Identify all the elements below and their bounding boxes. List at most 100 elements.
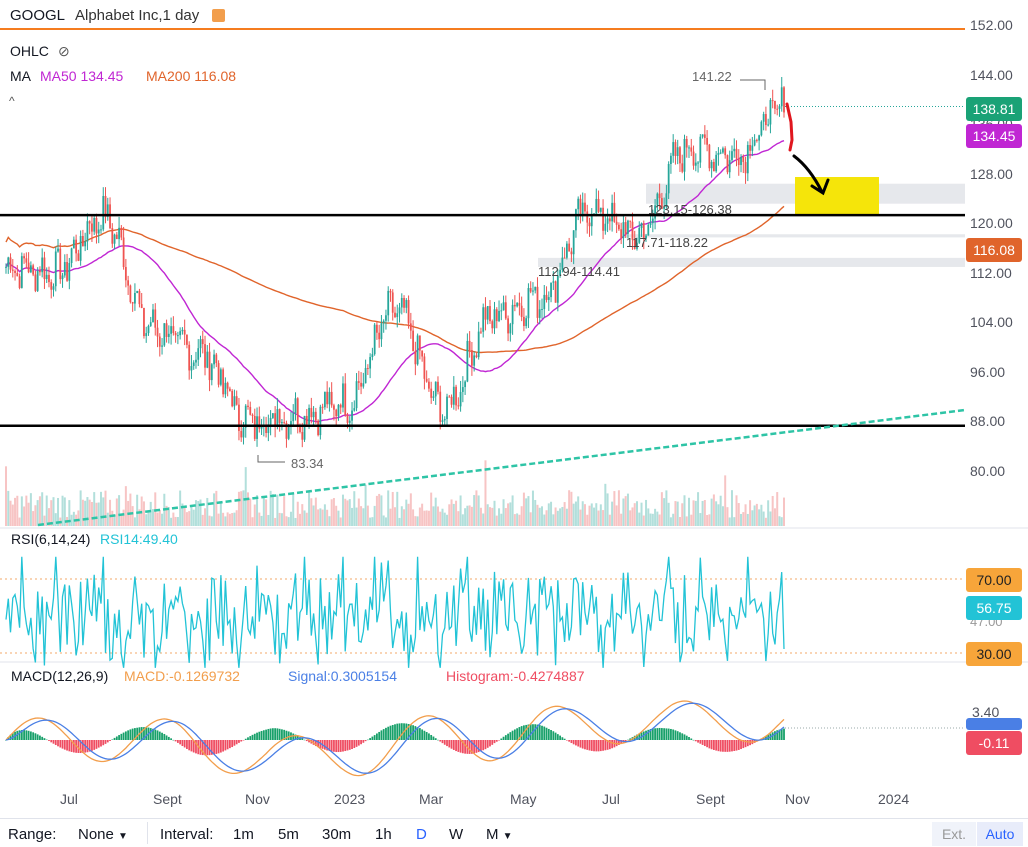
volume-bar [47,508,50,526]
volume-bar [111,510,114,526]
interval-m-label: M [486,826,499,843]
volume-bar [36,500,39,526]
volume-bar [174,516,177,526]
candle-body [744,162,747,174]
macd-histogram-bar [683,734,686,740]
volume-bar [647,508,650,526]
rsi-value: RSI14:49.40 [100,531,178,547]
candle-body [192,362,195,366]
macd-histogram-bar [314,740,317,747]
candle-body [683,138,686,172]
macd-histogram-bar [120,733,123,740]
macd-histogram-bar [122,732,125,740]
volume-bar [762,511,765,526]
candle-body [113,234,116,244]
interval-1h[interactable]: 1h [375,826,392,843]
ext-button[interactable]: Ext. [932,822,976,846]
interval-d[interactable]: D [416,826,427,843]
candle-body [348,420,351,423]
macd-histogram-bar [188,740,191,751]
volume-bar [531,490,534,526]
volume-bar [181,503,184,526]
interval-m[interactable]: M ▼ [486,826,513,843]
volume-bar [703,500,706,526]
macd-histogram-bar [333,740,335,752]
macd-histogram-bar [179,740,182,745]
interval-w[interactable]: W [449,826,464,843]
macd-histogram-bar [238,740,240,743]
macd-histogram-bar [778,729,781,740]
candle-body [473,355,476,366]
candle-body [577,198,580,210]
macd-histogram-bar [405,723,408,740]
zone2-label: 117.71-118.22 [626,235,708,250]
macd-histogram-bar [722,740,724,752]
volume-bar [136,494,139,526]
time-tick: 2024 [878,791,910,807]
volume-bar [43,515,46,526]
interval-1m[interactable]: 1m [233,826,254,843]
volume-bar [233,512,236,526]
macd-histogram-bar [715,740,718,751]
candle-body [527,288,530,319]
interval-5m[interactable]: 5m [278,826,299,843]
macd-histogram-bar [364,740,367,742]
macd-histogram-bar [441,740,444,744]
macd-histogram-bar [699,740,702,744]
macd-histogram-bar [145,727,148,740]
candle-body [127,280,130,286]
volume-bar [57,497,60,526]
candle-body [265,424,267,434]
volume-bar [167,507,170,526]
macd-histogram-bar [104,740,107,744]
interval-30m[interactable]: 30m [322,826,352,843]
volume-bar [185,512,188,526]
volume-bar [115,498,118,526]
macd-histogram-bar [222,740,225,752]
macd-histogram-bar [93,740,96,750]
volume-bar [145,514,148,526]
macd-histogram-bar [430,734,433,740]
volume-bar [674,501,677,526]
macd-histogram-bar [258,731,261,740]
volume-bar [210,516,213,526]
macd-histogram-bar [577,740,580,747]
macd-histogram-bar [409,724,412,740]
volume-bar [780,517,783,526]
volume-bar [461,514,464,526]
candle-body [459,391,462,407]
macd-histogram-bar [416,727,419,740]
macd-histogram-bar [629,738,632,740]
macd-histogram-bar [174,740,177,742]
candle-body [491,321,494,329]
macd-histogram-bar [86,740,89,753]
volume-bar [568,490,571,526]
candle-body [660,198,663,209]
volume-bar [149,501,152,526]
candle-body [140,304,143,308]
macd-histogram-bar [79,740,82,754]
list-icon[interactable] [212,9,225,22]
candle-body [149,322,152,326]
candle-body [249,406,252,415]
macd-histogram-bar [134,728,136,740]
candle-body [430,388,433,398]
candle-body [271,413,274,418]
collapse-icon[interactable]: ^ [9,94,15,108]
volume-bar [27,502,30,526]
volume-bar [38,496,41,526]
volume-bar [427,510,430,526]
macd-histogram-bar [143,727,145,740]
toolbar-divider [0,818,1028,819]
auto-button[interactable]: Auto [977,822,1023,846]
volume-bar [305,512,308,526]
range-select[interactable]: None ▼ [78,826,128,843]
price-tick: 152.00 [970,17,1013,33]
candle-body [16,272,19,277]
candle-body [749,144,751,151]
candle-body [68,262,71,281]
eye-hidden-icon[interactable]: ⊘ [58,43,70,59]
macd-histogram-bar [783,728,785,740]
candle-body [79,236,82,261]
